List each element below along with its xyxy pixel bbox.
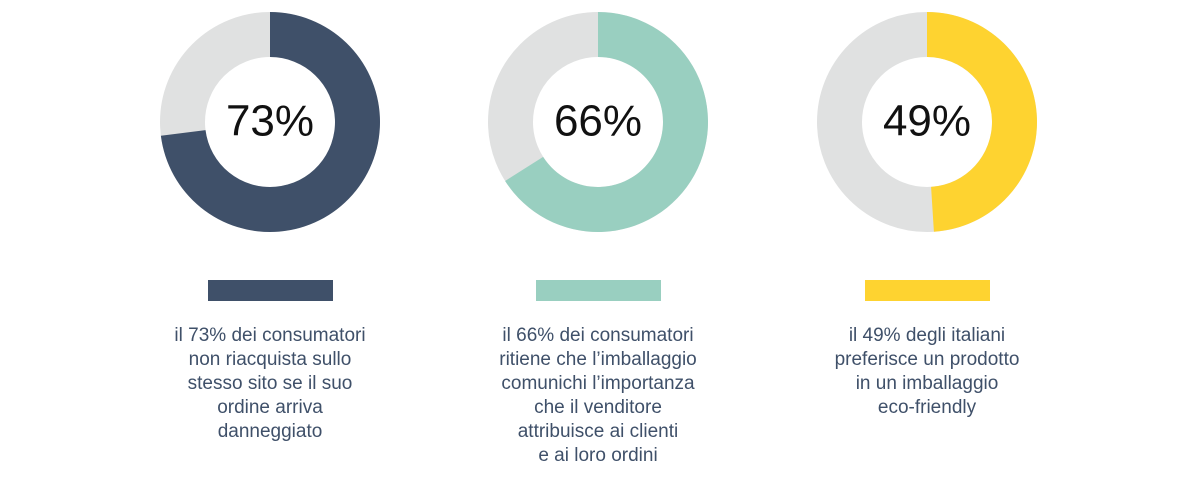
caption-line: danneggiato	[218, 421, 323, 442]
caption-line: che il venditore	[534, 397, 662, 418]
caption-line: in un imballaggio	[856, 373, 999, 394]
center-value-label: 73%	[226, 97, 314, 146]
center-value-label: 66%	[554, 97, 642, 146]
caption-line: il 66% dei consumatori	[502, 325, 693, 346]
center-value-label: 49%	[883, 97, 971, 146]
caption-line: comunichi l’importanza	[501, 373, 695, 394]
caption-line: il 49% degli italiani	[849, 325, 1005, 346]
donut-segment	[927, 12, 1037, 232]
color-bar	[536, 280, 661, 301]
caption-line: il 73% dei consumatori	[174, 325, 365, 346]
caption-line: ritiene che l’imballaggio	[499, 349, 697, 370]
caption-line: e ai loro ordini	[538, 445, 657, 466]
caption-line: eco-friendly	[878, 397, 977, 418]
donut-segment	[160, 12, 380, 232]
caption-line: non riacquista sullo	[189, 349, 352, 370]
caption-line: ordine arriva	[217, 397, 323, 418]
color-bar	[208, 280, 333, 301]
caption-line: stesso sito se il suo	[188, 373, 353, 394]
caption-line: preferisce un prodotto	[835, 349, 1020, 370]
caption-line: attribuisce ai clienti	[518, 421, 679, 442]
donut-segment	[505, 12, 708, 232]
color-bar	[865, 280, 990, 301]
